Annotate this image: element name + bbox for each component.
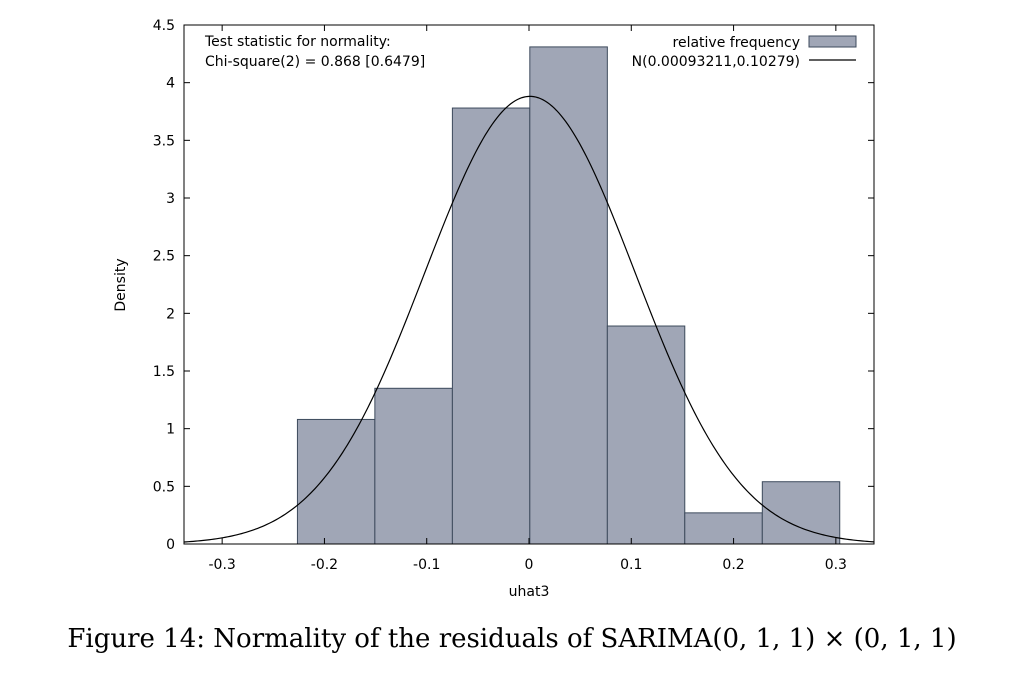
y-axis-title: Density xyxy=(113,258,129,311)
legend-swatch-relative-frequency xyxy=(808,35,857,48)
histogram-bar xyxy=(374,387,453,545)
figure-caption: Figure 14: Normality of the residuals of… xyxy=(67,624,957,654)
x-tick-label: 0.3 xyxy=(825,557,847,573)
y-tick-label: 4 xyxy=(166,76,175,92)
histogram-bar xyxy=(684,512,763,545)
axis-ticks xyxy=(184,24,874,545)
normality-test-title: Test statistic for normality: xyxy=(204,34,391,50)
y-tick-label: 4.5 xyxy=(153,18,175,34)
histogram-bar xyxy=(529,46,608,545)
y-tick-label: 1.5 xyxy=(153,364,175,380)
legend: relative frequency N(0.00093211,0.10279) xyxy=(632,35,857,70)
histogram-bar xyxy=(296,418,376,545)
histogram-bar xyxy=(451,107,531,545)
x-axis-title: uhat3 xyxy=(509,584,550,600)
y-tick-label: 2 xyxy=(166,306,175,322)
legend-label-normal-density: N(0.00093211,0.10279) xyxy=(632,54,800,70)
normal-density-curve xyxy=(183,95,875,543)
y-tick-label: 0 xyxy=(166,537,175,553)
axis-tick-labels: -0.3 -0.2 -0.1 0 0.1 0.2 0.3 0 0.5 1 1.5 2 2.5 3 3.5 4 4… xyxy=(153,18,847,573)
histogram-bar xyxy=(761,481,841,545)
y-tick-label: 1 xyxy=(166,422,175,438)
y-tick-label: 2.5 xyxy=(153,249,175,265)
x-tick-label: 0.1 xyxy=(620,557,642,573)
x-tick-label: -0.3 xyxy=(208,557,235,573)
normality-test-statistic: Chi-square(2) = 0.868 [0.6479] xyxy=(205,54,425,70)
legend-label-relative-frequency: relative frequency xyxy=(673,35,800,51)
y-tick-label: 3 xyxy=(166,191,175,207)
y-tick-label: 3.5 xyxy=(153,133,175,149)
x-tick-label: -0.2 xyxy=(311,557,338,573)
y-tick-label: 0.5 xyxy=(153,479,175,495)
x-tick-label: 0.2 xyxy=(722,557,744,573)
x-tick-label: -0.1 xyxy=(413,557,440,573)
histogram-bars xyxy=(296,46,841,545)
normality-histogram-chart: -0.3 -0.2 -0.1 0 0.1 0.2 0.3 0 0.5 1 1.5 2 2.5 3 3.5 4 4… xyxy=(113,18,875,600)
histogram-bar xyxy=(606,325,686,545)
x-tick-label: 0 xyxy=(525,557,534,573)
